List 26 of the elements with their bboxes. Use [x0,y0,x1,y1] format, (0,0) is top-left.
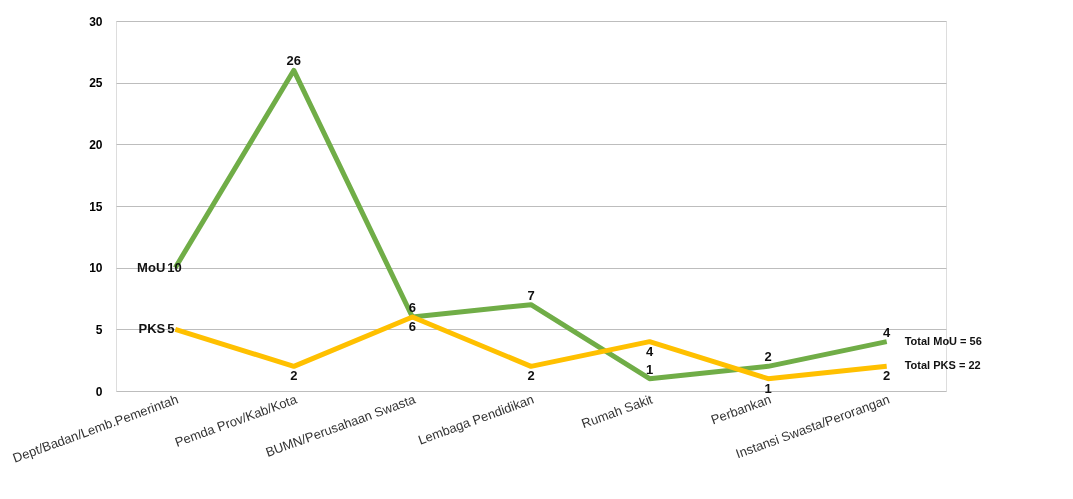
y-tick-label: 0 [95,384,103,399]
y-tick-label: 20 [89,137,103,152]
data-label: 2 [290,368,298,384]
series-label: PKS [138,321,166,337]
y-tick-label: 30 [89,14,103,29]
annotation: Total MoU = 56 [904,334,982,347]
y-tick-label: 15 [89,199,103,214]
data-label: 4 [645,343,654,359]
data-label: 26 [286,53,302,69]
y-tick-label: 10 [89,261,103,276]
data-label: 10 [167,259,182,275]
data-label: 2 [883,368,891,384]
data-label: 4 [883,324,892,340]
series-label: MoU [137,259,166,275]
x-tick-label: Rumah Sakit [579,391,655,432]
data-label: 7 [527,287,535,303]
data-label: 2 [527,368,535,384]
data-label: 1 [645,361,654,377]
data-label: 6 [408,319,417,334]
data-label: 6 [408,300,417,315]
data-label: 2 [764,349,772,365]
data-label: 1 [764,380,772,396]
data-label: 5 [167,321,175,337]
annotation: Total PKS = 22 [904,359,981,372]
y-tick-label: 25 [89,76,103,91]
y-tick-label: 5 [95,322,103,337]
